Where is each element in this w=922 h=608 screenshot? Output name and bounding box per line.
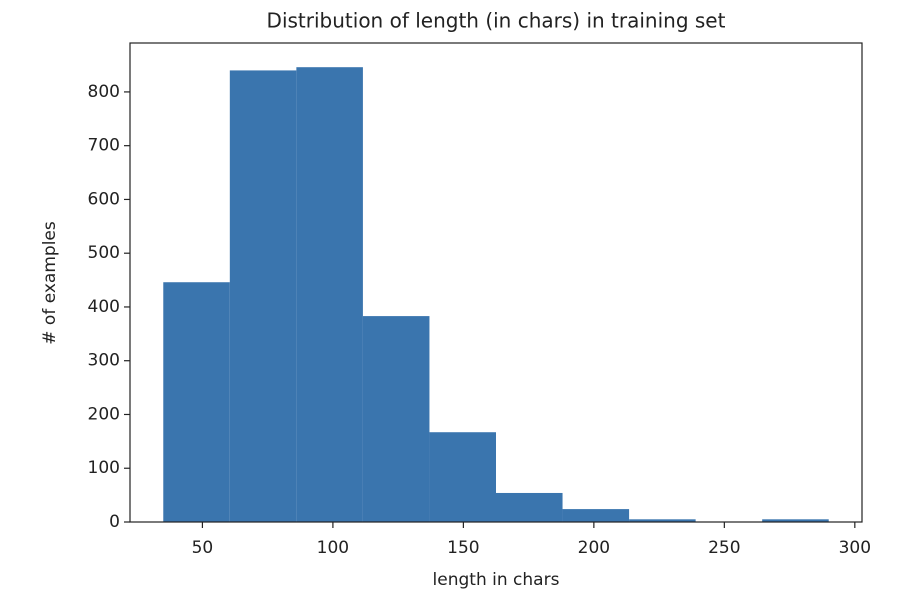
chart-title: Distribution of length (in chars) in tra… <box>267 9 726 33</box>
bar <box>629 519 696 522</box>
x-tick-label: 100 <box>317 538 349 558</box>
bar <box>362 316 430 522</box>
bar <box>229 70 297 522</box>
y-axis-label: # of examples <box>40 221 60 345</box>
x-tick-label: 200 <box>578 538 610 558</box>
bar <box>296 67 363 522</box>
y-tick-label: 0 <box>109 512 120 532</box>
bar <box>496 492 563 522</box>
x-tick-label: 50 <box>192 538 214 558</box>
y-tick-label: 300 <box>88 351 120 371</box>
y-tick-label: 800 <box>88 82 120 102</box>
x-tick-label: 300 <box>839 538 871 558</box>
x-tick-label: 250 <box>708 538 740 558</box>
bar <box>429 432 496 522</box>
y-tick-label: 400 <box>88 297 120 317</box>
y-tick-label: 100 <box>88 458 120 478</box>
y-tick-label: 600 <box>88 189 120 209</box>
bar <box>562 509 630 522</box>
x-axis-label: length in chars <box>433 570 560 590</box>
y-tick-label: 200 <box>88 404 120 424</box>
x-tick-label: 150 <box>447 538 479 558</box>
plot-frame <box>129 42 863 523</box>
bar <box>163 282 230 522</box>
y-tick-label: 500 <box>88 243 120 263</box>
y-tick-label: 700 <box>88 136 120 156</box>
bar <box>762 519 829 522</box>
